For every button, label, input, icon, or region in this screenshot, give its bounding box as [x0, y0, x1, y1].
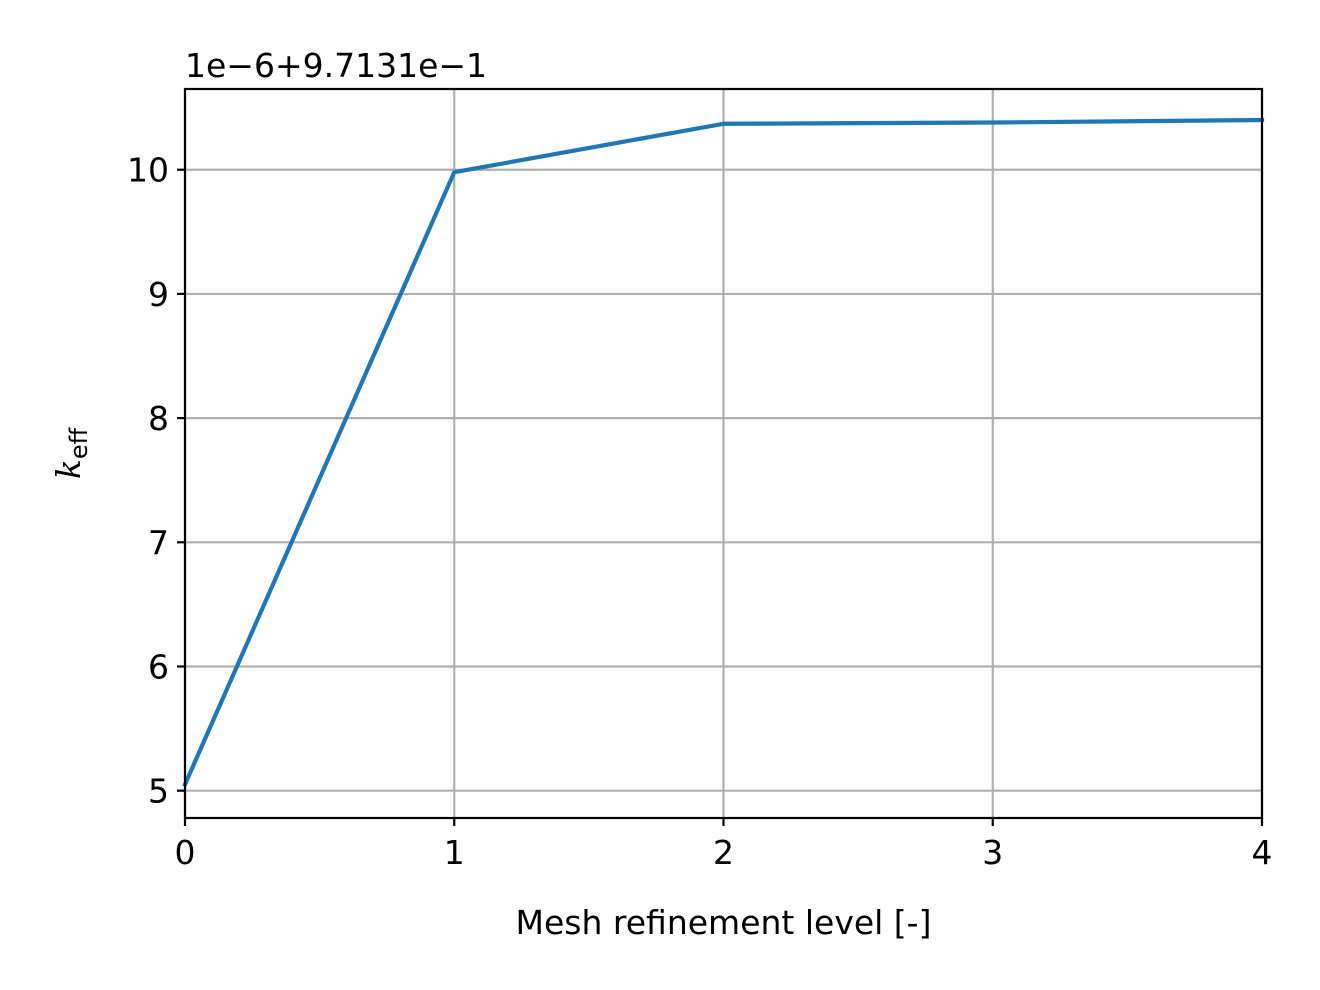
series-layer: [182, 117, 1265, 788]
y-offset-label: 1e−6+9.7131e−1: [185, 46, 487, 85]
y-tick-label: 9: [148, 275, 169, 314]
x-tick-label: 0: [175, 833, 196, 872]
y-tick-label: 8: [148, 399, 169, 438]
x-tick-label: 4: [1252, 833, 1273, 872]
y-tick-label: 7: [148, 523, 169, 562]
x-tick-label: 1: [444, 833, 465, 872]
x-tick-label: 2: [713, 833, 734, 872]
y-axis-label-subscript: eff: [65, 427, 93, 459]
x-axis-label: Mesh refinement level [-]: [516, 903, 932, 942]
y-axis-label: keff: [49, 427, 93, 479]
y-tick-label: 6: [148, 647, 169, 686]
ticks: 0 1 2 3 4 5 6 7 8 9 10: [127, 151, 1273, 872]
y-axis-label-main: k: [49, 459, 88, 479]
y-tick-label: 10: [127, 151, 169, 190]
series-line-0: [182, 117, 1265, 788]
grid: [183, 89, 1264, 818]
y-tick-label: 5: [148, 772, 169, 811]
x-tick-label: 3: [982, 833, 1003, 872]
